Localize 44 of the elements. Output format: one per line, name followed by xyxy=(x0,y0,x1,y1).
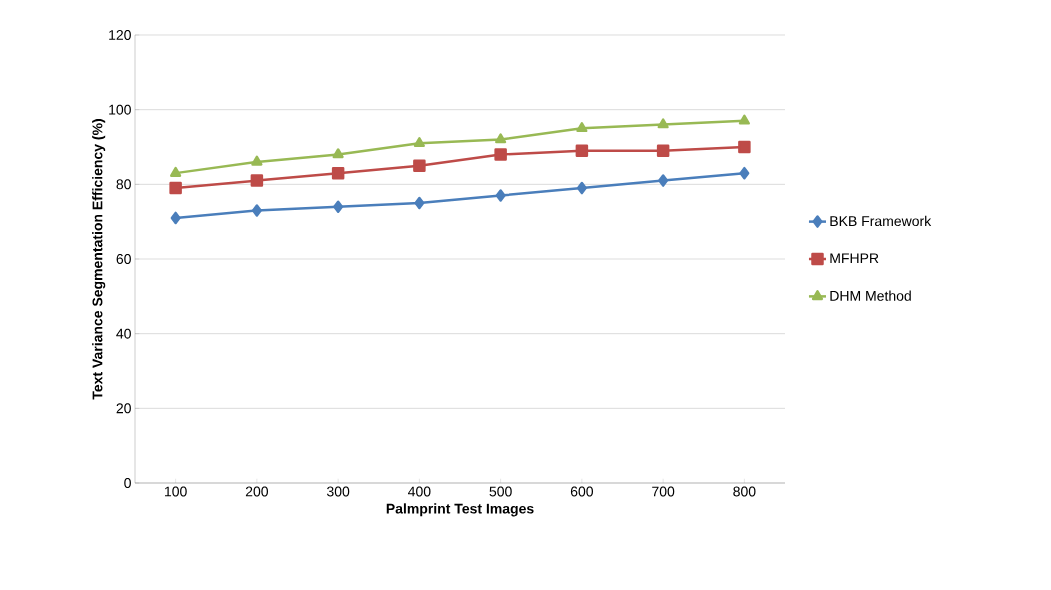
point xyxy=(331,166,345,180)
point xyxy=(170,166,182,177)
y-tick-label: 120 xyxy=(109,30,131,40)
y-tick-label: 80 xyxy=(116,179,131,190)
point xyxy=(250,174,264,187)
point xyxy=(575,144,589,157)
point xyxy=(413,159,426,172)
x-tick-label: 700 xyxy=(652,486,675,497)
y-tick-label: 60 xyxy=(116,254,131,264)
point xyxy=(414,196,425,210)
point xyxy=(494,148,507,161)
legend-label: MFHPR xyxy=(830,253,879,264)
point xyxy=(413,137,425,148)
x-tick-label: 600 xyxy=(570,486,594,497)
point xyxy=(495,133,507,144)
x-axis-title: Palmprint Test Images xyxy=(386,503,534,517)
x-tick-label: 100 xyxy=(165,486,187,497)
point xyxy=(738,114,750,125)
point xyxy=(169,181,182,195)
x-tick-label: 300 xyxy=(326,486,350,497)
point xyxy=(170,211,181,225)
y-tick-label: 100 xyxy=(109,104,131,115)
point xyxy=(576,181,587,195)
point xyxy=(251,155,263,166)
point xyxy=(656,144,670,157)
point xyxy=(251,204,262,217)
point xyxy=(332,148,344,159)
point xyxy=(658,174,669,187)
x-tick-label: 200 xyxy=(245,486,269,497)
y-axis-title: Text Variance Segmentation Efficiency (%) xyxy=(92,119,106,400)
y-tick-label: 0 xyxy=(124,478,131,488)
y-tick-label: 40 xyxy=(116,328,131,339)
point xyxy=(333,200,344,213)
point xyxy=(576,122,588,133)
legend-label: BKB Framework xyxy=(830,215,932,227)
x-tick-label: 500 xyxy=(489,486,512,497)
point xyxy=(738,140,751,154)
legend-label: DHM Method xyxy=(830,290,911,301)
y-tick-label: 20 xyxy=(116,403,131,414)
point xyxy=(739,166,750,180)
x-tick-label: 400 xyxy=(408,486,431,497)
x-tick-label: 800 xyxy=(733,486,756,497)
point xyxy=(495,189,506,202)
point xyxy=(657,118,669,129)
